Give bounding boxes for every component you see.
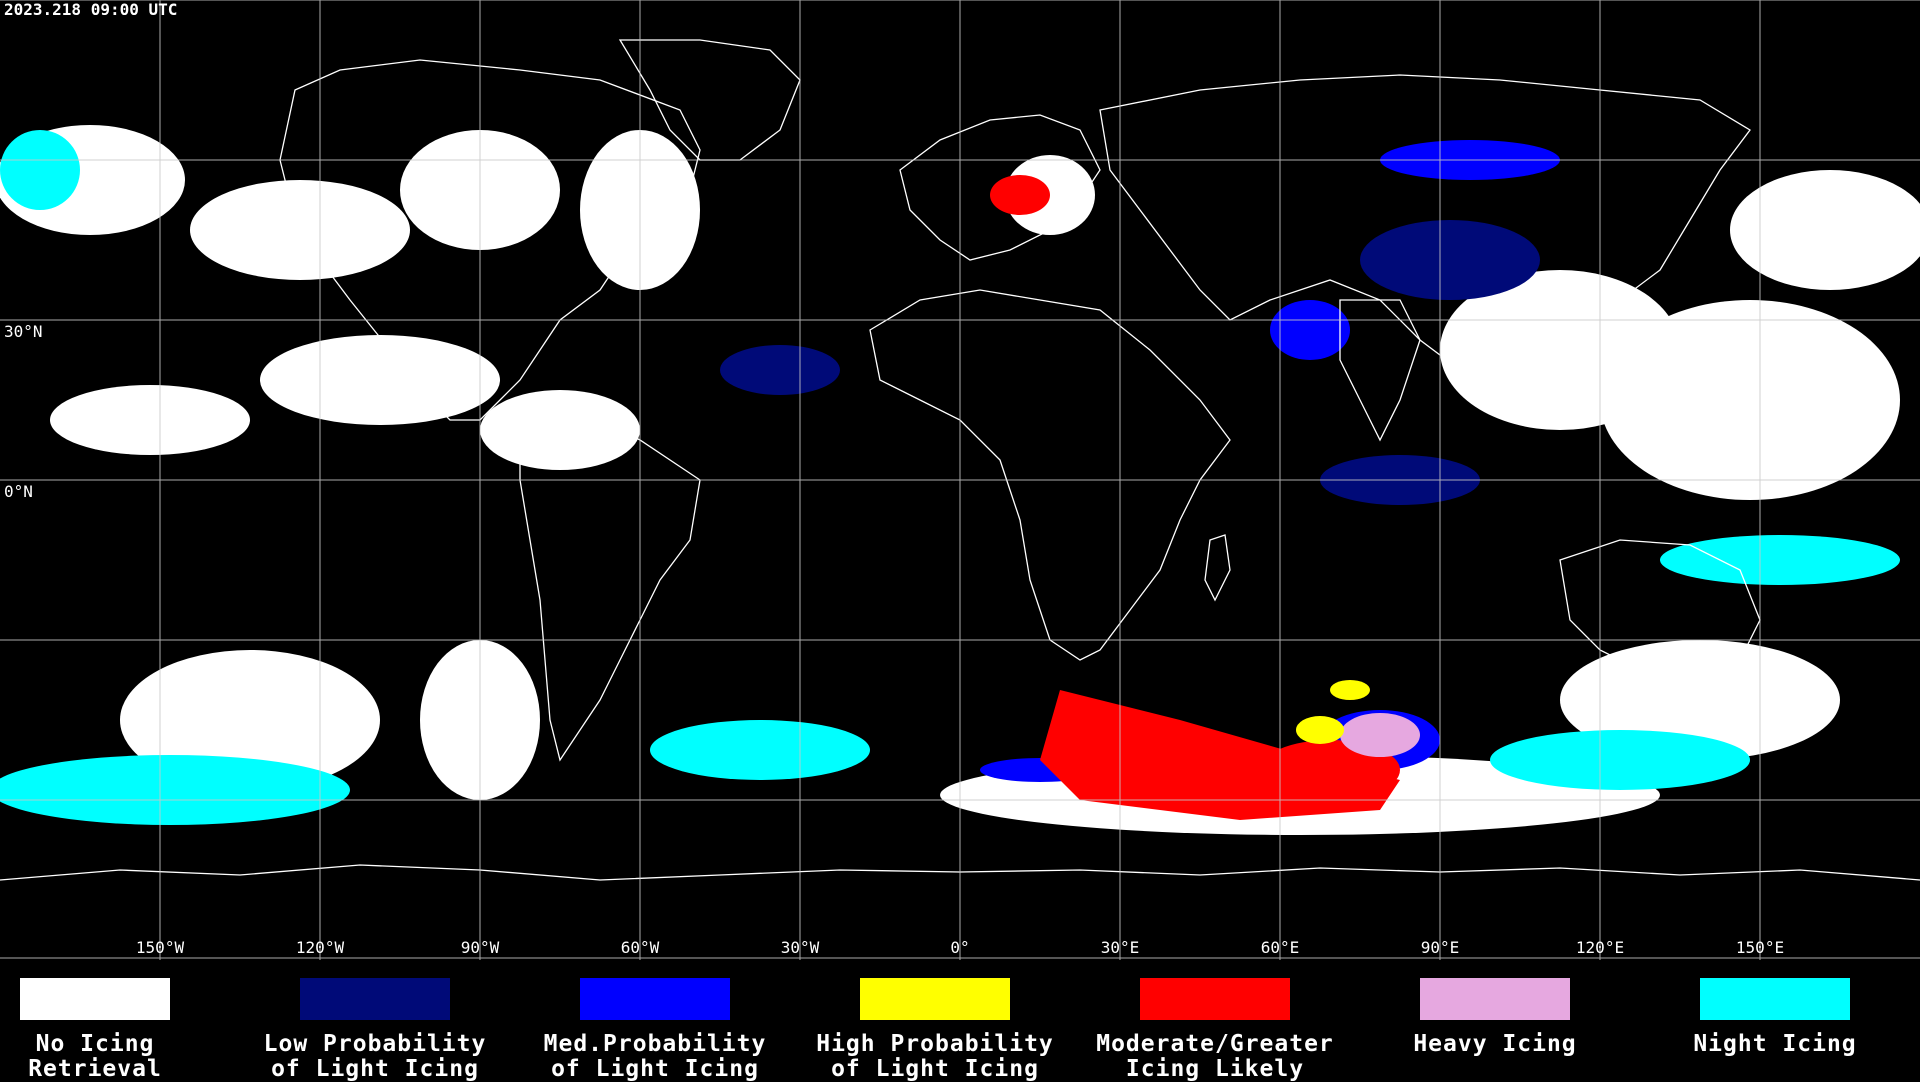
- legend-label: Night Icing: [1693, 1031, 1857, 1057]
- high-probability-icing-fields: [1296, 680, 1370, 744]
- lon-label-90w: 90°W: [460, 938, 500, 957]
- legend-swatch: [580, 978, 730, 1020]
- legend-swatch: [20, 978, 170, 1020]
- night-icing-fields: [0, 130, 1900, 825]
- moderate-icing-fields: [990, 175, 1400, 820]
- lon-label-120w: 120°W: [295, 938, 345, 957]
- timestamp: 2023.218 09:00 UTC: [4, 0, 178, 19]
- lon-label-150w: 150°W: [135, 938, 185, 957]
- legend-swatch: [1140, 978, 1290, 1020]
- legend-label: High Probability of Light Icing: [816, 1031, 1054, 1082]
- legend-label: No Icing Retrieval: [28, 1031, 162, 1082]
- legend-item-no-icing: No Icing Retrieval: [0, 978, 225, 1082]
- legend-label: Moderate/Greater Icing Likely: [1096, 1031, 1334, 1082]
- lon-label-150e: 150°E: [1735, 938, 1785, 957]
- legend-item-high-probability: High Probability of Light Icing: [805, 978, 1065, 1082]
- legend-swatch: [860, 978, 1010, 1020]
- graticule-grid: [0, 0, 1920, 960]
- legend-swatch: [1700, 978, 1850, 1020]
- lon-label-30w: 30°W: [780, 938, 820, 957]
- lat-label-30n: 30°N: [4, 322, 43, 341]
- legend-item-night-icing: Night Icing: [1645, 978, 1905, 1057]
- heavy-icing-fields: [1340, 713, 1420, 757]
- lon-label-90e: 90°E: [1420, 938, 1460, 957]
- lon-label-30e: 30°E: [1100, 938, 1140, 957]
- legend-item-low-probability: Low Probability of Light Icing: [245, 978, 505, 1082]
- lon-label-120e: 120°E: [1575, 938, 1625, 957]
- lon-label-60w: 60°W: [620, 938, 660, 957]
- legend-label: Low Probability of Light Icing: [263, 1031, 487, 1082]
- icing-map: [0, 0, 1920, 960]
- legend-swatch: [300, 978, 450, 1020]
- lon-label-60e: 60°E: [1260, 938, 1300, 957]
- legend-swatch: [1420, 978, 1570, 1020]
- lat-label-0n: 0°N: [4, 482, 33, 501]
- legend-label: Med.Probability of Light Icing: [543, 1031, 767, 1082]
- legend-label: Heavy Icing: [1413, 1031, 1577, 1057]
- legend-item-heavy-icing: Heavy Icing: [1365, 978, 1625, 1057]
- lon-label-0: 0°: [950, 938, 970, 957]
- legend-item-med-probability: Med.Probability of Light Icing: [525, 978, 785, 1082]
- legend: No Icing Retrieval Low Probability of Li…: [0, 960, 1920, 1082]
- legend-item-moderate-icing: Moderate/Greater Icing Likely: [1085, 978, 1345, 1082]
